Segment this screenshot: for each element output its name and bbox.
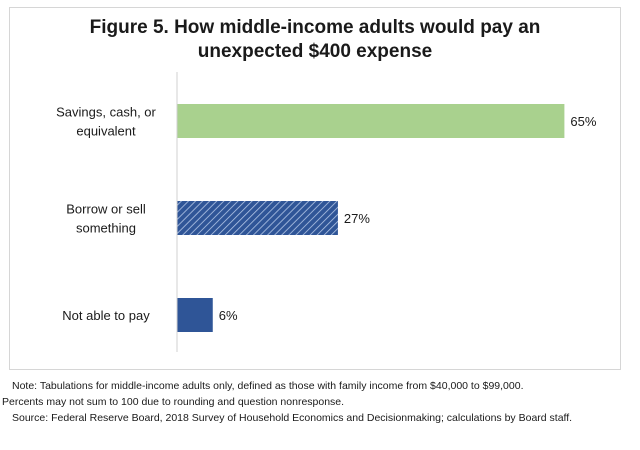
data-label-savings-cash-or-equivalent: 65% <box>570 114 596 129</box>
chart-frame <box>9 7 621 370</box>
note-text: Note: Tabulations for middle-income adul… <box>12 380 524 392</box>
category-label-borrow-or-sell-something: Borrow or sell something <box>66 202 146 236</box>
chart-notes: Note: Tabulations for middle-income adul… <box>0 378 640 426</box>
note-text-continued: Percents may not sum to 100 due to round… <box>2 396 345 408</box>
source-text: Source: Federal Reserve Board, 2018 Surv… <box>12 412 573 424</box>
chart-title-line-2: unexpected $400 expense <box>197 41 433 62</box>
bar-not-able-to-pay <box>177 298 213 332</box>
category-label-not-able-to-pay: Not able to pay <box>62 308 150 323</box>
chart-title-line-1: Figure 5. How middle-income adults would… <box>89 17 541 38</box>
data-label-borrow-or-sell-something: 27% <box>344 211 370 226</box>
data-label-not-able-to-pay: 6% <box>219 308 238 323</box>
bar-borrow-or-sell-something <box>177 201 338 235</box>
bar-savings-cash-or-equivalent <box>177 104 565 138</box>
category-label-savings-cash-or-equivalent: Savings, cash, or equivalent <box>56 105 156 139</box>
chart-title: Figure 5. How middle-income adults would… <box>9 16 621 64</box>
bar-chart: 65% Savings, cash, or equivalent 27% Borrow … <box>56 72 597 352</box>
